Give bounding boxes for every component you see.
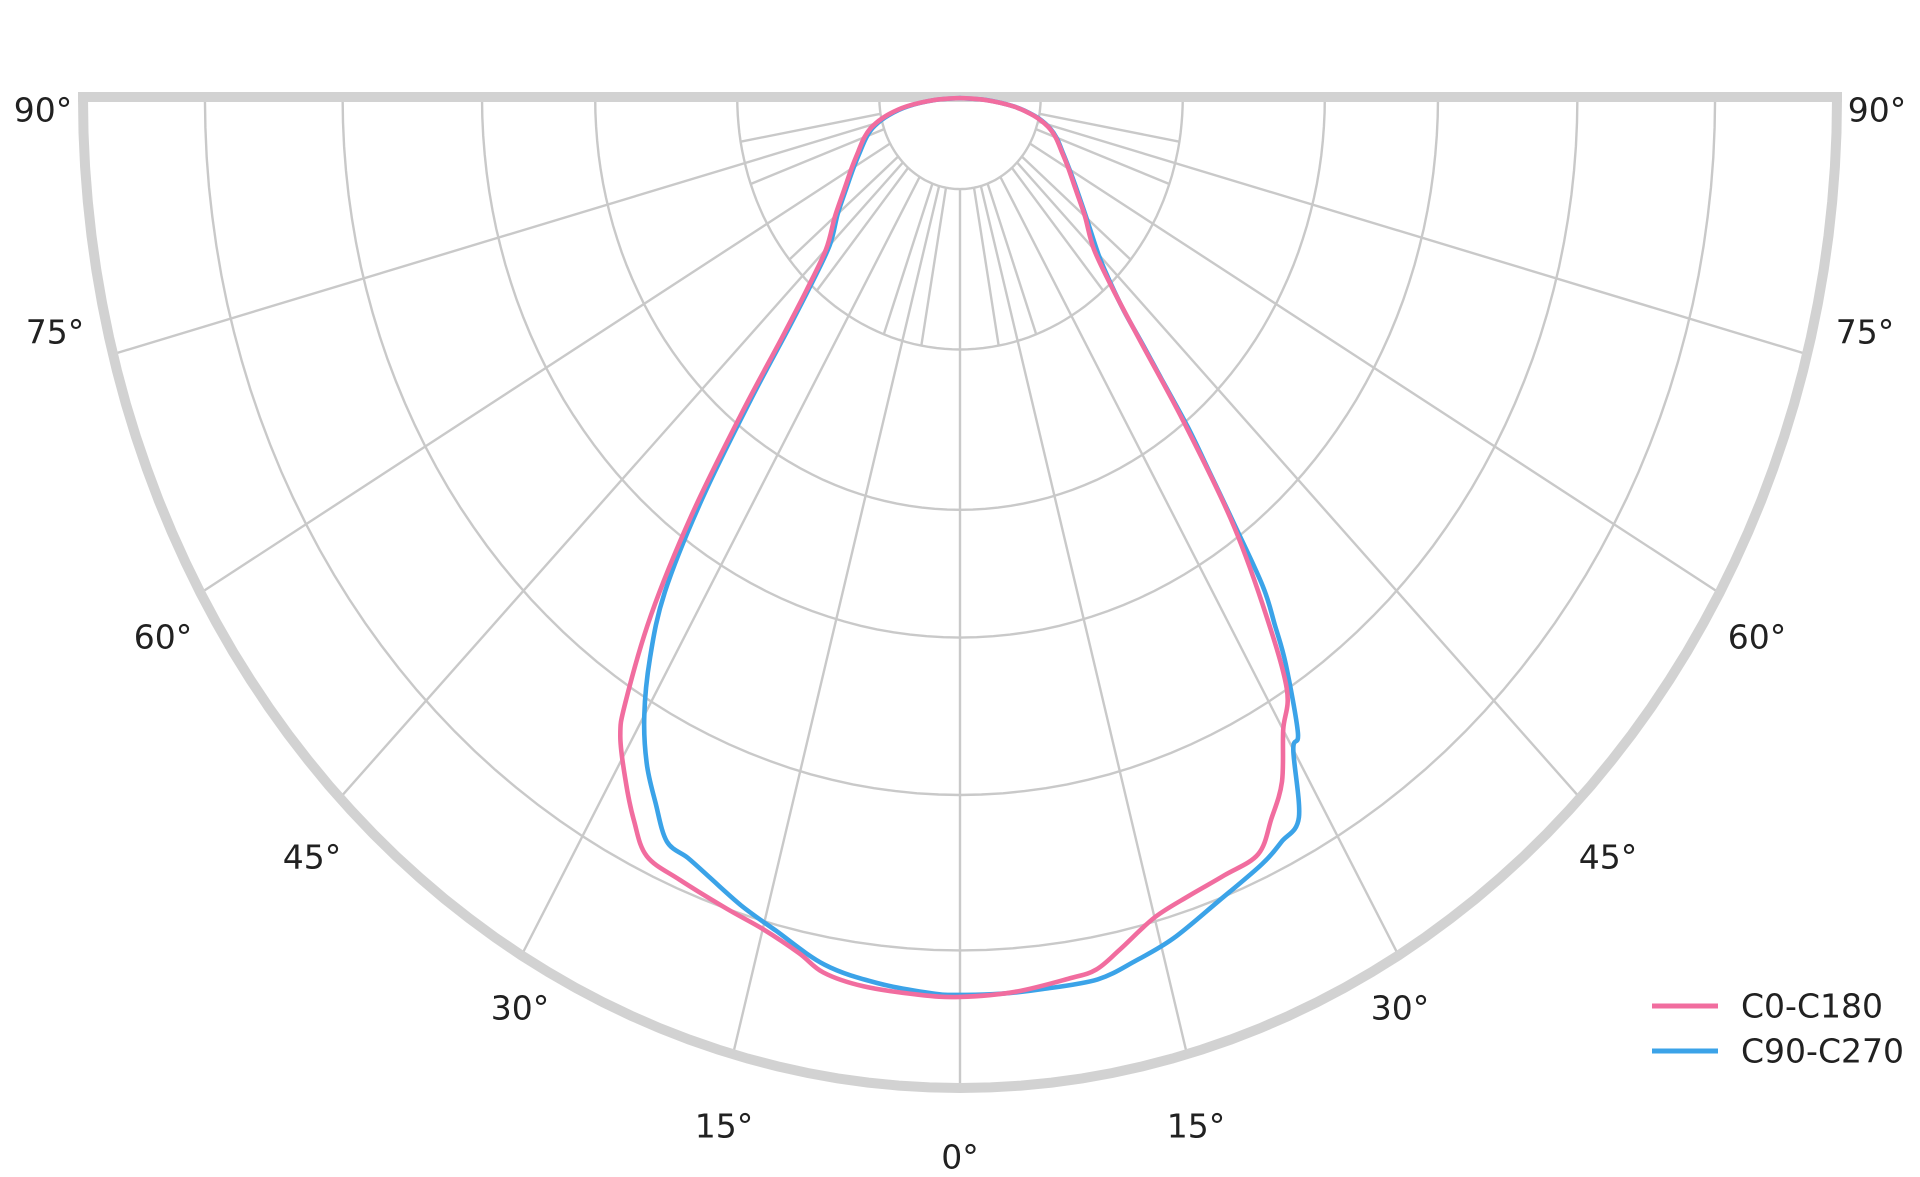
- grid-radial-line: [1037, 120, 1808, 356]
- angle-tick-label: 90°: [1848, 91, 1907, 130]
- grid-radial-stub: [815, 167, 910, 292]
- angle-tick-label: 60°: [1728, 618, 1787, 657]
- legend-label-c0-c180: C0-C180: [1741, 987, 1883, 1026]
- grid-radial-stub: [1010, 167, 1105, 292]
- grid-radial-stub: [740, 112, 881, 143]
- grid-radial-line: [999, 176, 1400, 956]
- grid-radial-line: [338, 161, 904, 799]
- angle-tick-label: 75°: [1836, 313, 1895, 352]
- angle-tick-label: 45°: [283, 838, 342, 877]
- grid-radial-stub: [1020, 155, 1132, 261]
- grid-radial-line: [1029, 142, 1721, 595]
- curve-c0-c180: [618, 95, 1290, 1000]
- angle-tick-label: 45°: [1579, 838, 1638, 877]
- grid-radial-stub: [788, 155, 900, 261]
- boundary-outer-rim: [78, 97, 1842, 1094]
- grid-radial-stub: [1039, 112, 1180, 143]
- angle-tick-label: 75°: [26, 313, 85, 352]
- grid-radial-line: [199, 142, 891, 595]
- angle-tick-label: 15°: [1167, 1107, 1226, 1146]
- angle-tick-label: 0°: [941, 1138, 979, 1177]
- grid-radial-stub: [920, 187, 948, 346]
- grid-radial-line: [112, 120, 883, 356]
- grid-radial-stub: [972, 187, 1000, 346]
- grid-radial-stub: [986, 183, 1038, 335]
- angle-tick-label: 15°: [695, 1107, 754, 1146]
- grid-radial-line: [731, 185, 941, 1055]
- grid-radial-line: [979, 185, 1189, 1055]
- angle-tick-label: 90°: [14, 91, 73, 130]
- legend-label-c90-c270: C90-C270: [1741, 1032, 1904, 1071]
- angle-tick-label: 30°: [491, 989, 550, 1028]
- angle-tick-label: 60°: [134, 618, 193, 657]
- grid-radial-line: [520, 176, 921, 956]
- angle-tick-label: 30°: [1371, 989, 1430, 1028]
- grid-radial-line: [1016, 161, 1582, 799]
- legend: C0-C180 C90-C270: [1652, 987, 1904, 1071]
- grid-radial-stub: [882, 183, 934, 335]
